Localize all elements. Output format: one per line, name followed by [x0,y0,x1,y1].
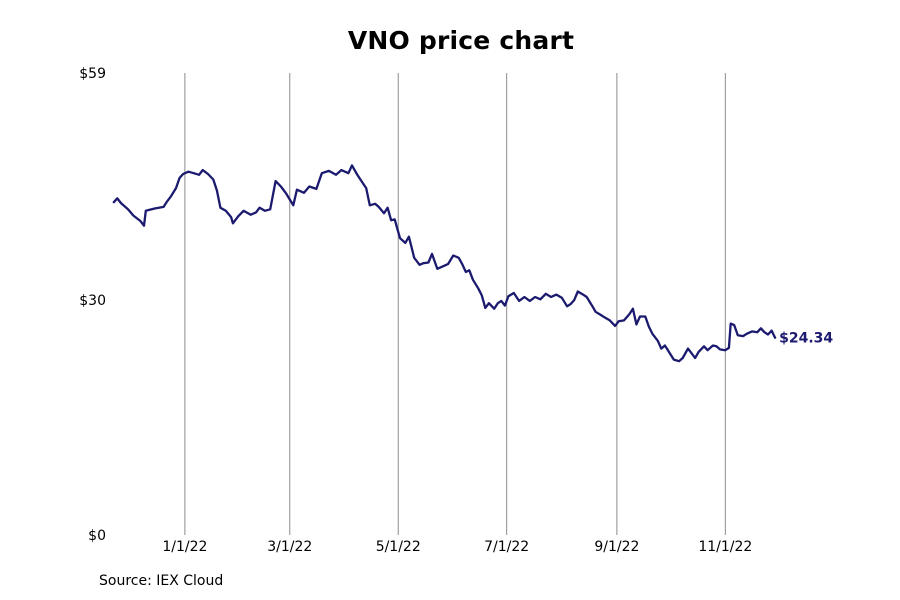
x-tick-label: 5/1/22 [376,539,421,555]
last-price-label: $24.34 [779,331,833,347]
x-tick-label: 3/1/22 [267,539,312,555]
y-axis-tick-labels: $0 $30 $59 [79,66,106,544]
x-tick-label: 9/1/22 [594,539,639,555]
chart-title: VNO price chart [347,26,575,55]
y-tick-label: $59 [79,66,106,82]
x-tick-label: 7/1/22 [484,539,529,555]
x-tick-label: 11/1/22 [698,539,752,555]
x-axis-tick-labels: 1/1/22 3/1/22 5/1/22 7/1/22 9/1/22 11/1/22 [162,539,752,555]
vertical-gridlines [184,73,726,535]
price-line [112,164,777,363]
y-tick-label: $0 [88,528,106,544]
x-tick-label: 1/1/22 [162,539,207,555]
y-tick-label: $30 [79,293,106,309]
source-note: Source: IEX Cloud [99,573,224,589]
